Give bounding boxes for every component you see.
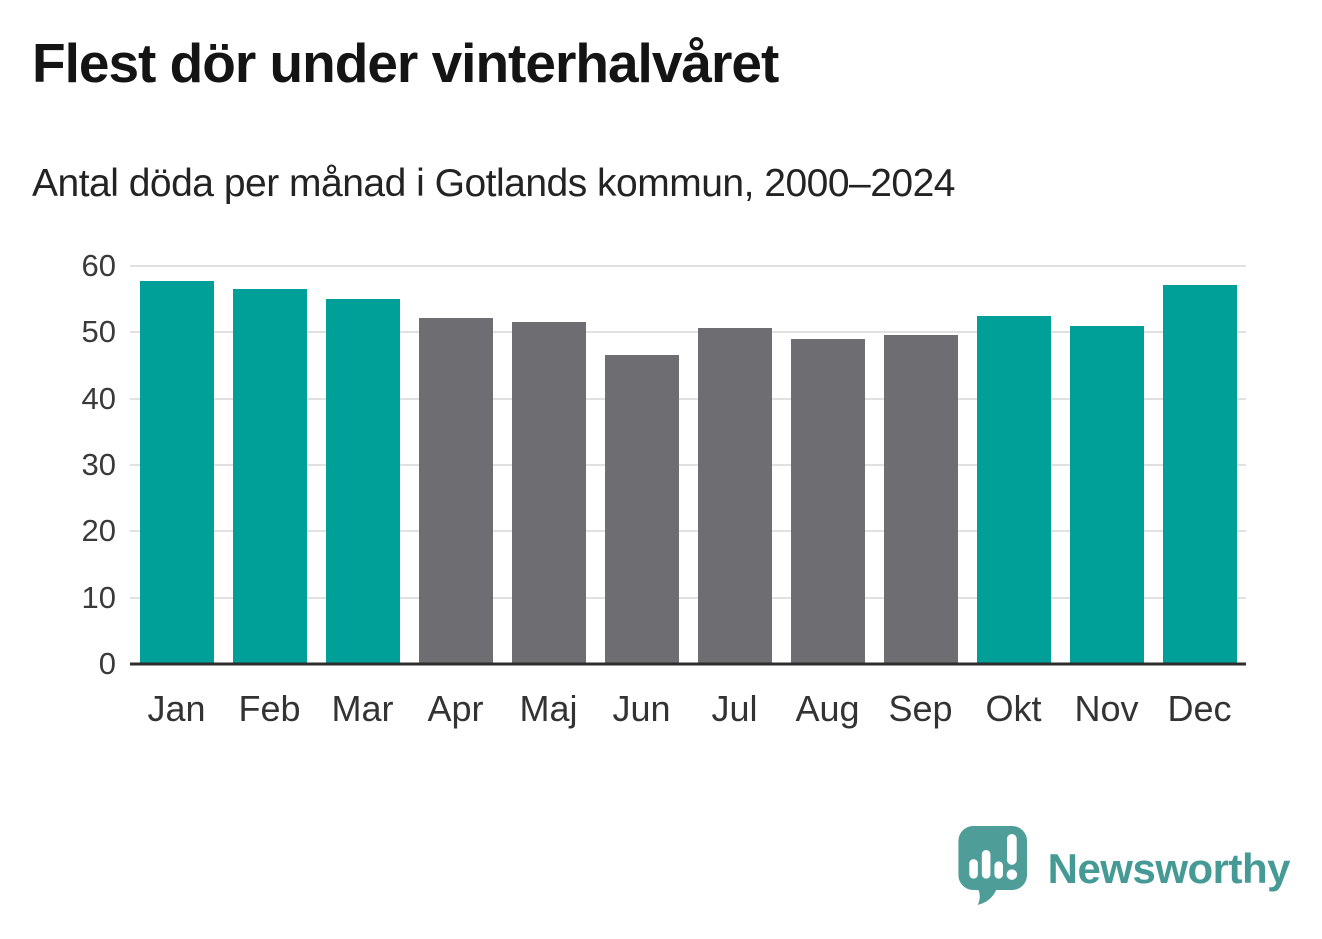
gridline [130, 265, 1246, 267]
x-tick-label-dec: Dec [1167, 688, 1232, 729]
x-tick-label-apr: Apr [427, 688, 484, 729]
brand-name: Newsworthy [1047, 844, 1291, 892]
plot-area: 0 10 20 30 40 50 60 [82, 250, 1246, 679]
gridline [130, 397, 1246, 400]
bar-mar [325, 299, 400, 664]
x-tick-label-jun: Jun [612, 688, 671, 729]
x-tick-label-jan: Jan [147, 688, 206, 729]
bar-jul [697, 328, 772, 664]
bar-apr [418, 317, 493, 664]
x-tick-label-aug: Aug [795, 688, 860, 729]
gridline [130, 596, 1246, 599]
gridline [130, 331, 1246, 334]
brand-logo[interactable]: Newsworthy [958, 826, 1291, 911]
x-axis-labels: Jan Feb Mar Apr Maj Jun Jul Aug Sep Okt Nov Dec [130, 688, 1246, 730]
x-tick-label-jul: Jul [711, 688, 758, 729]
x-tick-label-sep: Sep [888, 688, 953, 729]
x-axis-line [130, 662, 1246, 666]
x-tick-label-nov: Nov [1074, 688, 1139, 729]
chart-title: Flest dör under vinterhalvåret [32, 32, 779, 94]
x-tick-label-mar: Mar [331, 688, 394, 729]
x-tick-label-maj: Maj [519, 688, 578, 729]
bar-nov [1069, 325, 1144, 664]
bar-dec [1162, 284, 1237, 664]
gridline [130, 464, 1246, 466]
x-tick-label-okt: Okt [985, 688, 1042, 729]
newsworthy-speech-bubble-chart-icon [958, 826, 1032, 911]
bars-row [130, 266, 1246, 664]
bar-maj [511, 321, 586, 664]
x-tick-label-feb: Feb [238, 688, 301, 729]
bar-jan [139, 280, 214, 664]
gridline [130, 530, 1246, 533]
bar-feb [232, 288, 307, 664]
bar-okt [976, 316, 1051, 664]
bar-jun [604, 354, 679, 664]
bar-sep [883, 335, 958, 664]
chart-subtitle: Antal döda per månad i Gotlands kommun, … [32, 162, 955, 205]
bar-aug [790, 338, 865, 664]
